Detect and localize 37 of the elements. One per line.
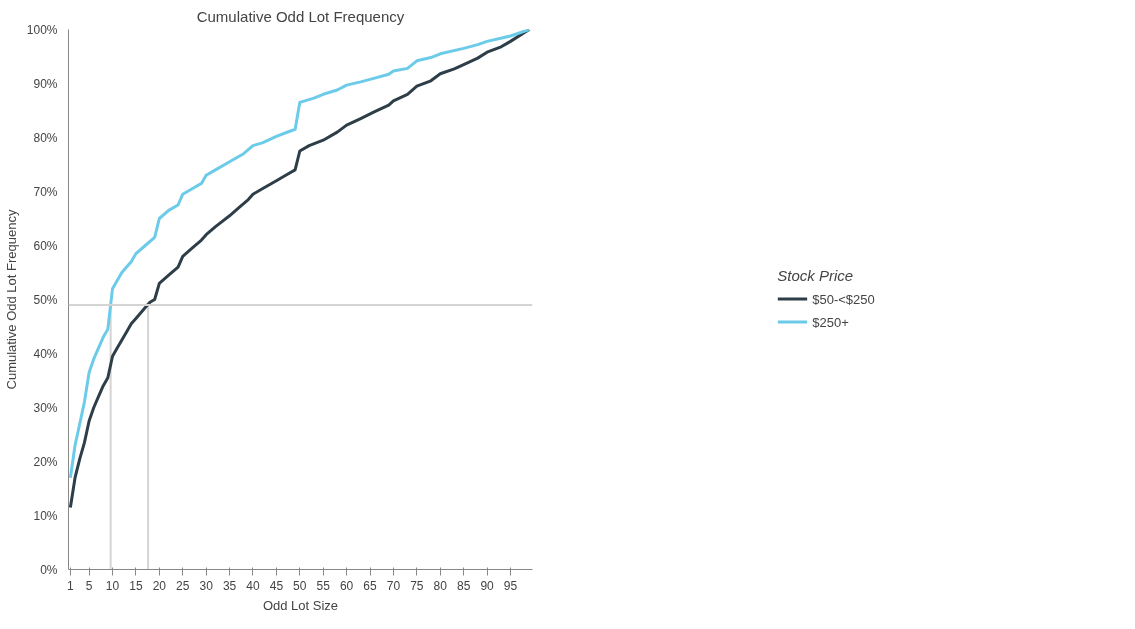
x-tick-label: 70 [386, 578, 401, 593]
x-tick-label: 60 [339, 578, 354, 593]
x-tick-label: 35 [222, 578, 237, 593]
x-tick-label: 85 [457, 578, 471, 593]
y-tick-label: 20% [33, 454, 58, 469]
y-tick-label: 80% [33, 130, 58, 145]
x-tick-label: 1 [67, 578, 75, 593]
x-tick-label: 45 [269, 578, 284, 593]
x-tick-label: 75 [410, 578, 424, 593]
x-tick-label: 30 [199, 578, 214, 593]
y-tick-label: 30% [33, 400, 58, 415]
x-tick-label: 80 [433, 578, 448, 593]
y-tick-label: 100% [26, 22, 58, 37]
y-tick-label: 50% [33, 292, 58, 307]
y-tick-label: 40% [33, 346, 58, 361]
y-tick-label: 60% [33, 238, 58, 253]
x-tick-label: 95 [503, 578, 518, 593]
x-axis-title: Odd Lot Size [262, 597, 339, 613]
x-tick-label: 50 [293, 578, 307, 593]
y-tick-label: 90% [33, 76, 58, 91]
x-tick-label: 25 [176, 578, 190, 593]
legend-label: $50-<$250 [812, 291, 875, 306]
legend-title: Stock Price [777, 266, 855, 284]
x-tick-label: 65 [363, 578, 378, 593]
x-tick-label: 5 [85, 578, 93, 593]
x-tick-label: 15 [129, 578, 143, 593]
y-tick-label: 70% [33, 184, 58, 199]
chart-title: Cumulative Odd Lot Frequency [196, 7, 405, 25]
x-tick-label: 10 [105, 578, 120, 593]
x-tick-label: 20 [152, 578, 167, 593]
legend-label: $250+ [812, 314, 849, 329]
x-tick-label: 90 [480, 578, 495, 593]
y-tick-label: 0% [40, 562, 58, 577]
y-axis-title: Cumulative Odd Lot Frequency [3, 209, 19, 390]
x-tick-label: 40 [246, 578, 260, 593]
x-tick-label: 55 [316, 578, 331, 593]
y-tick-label: 10% [33, 508, 58, 523]
